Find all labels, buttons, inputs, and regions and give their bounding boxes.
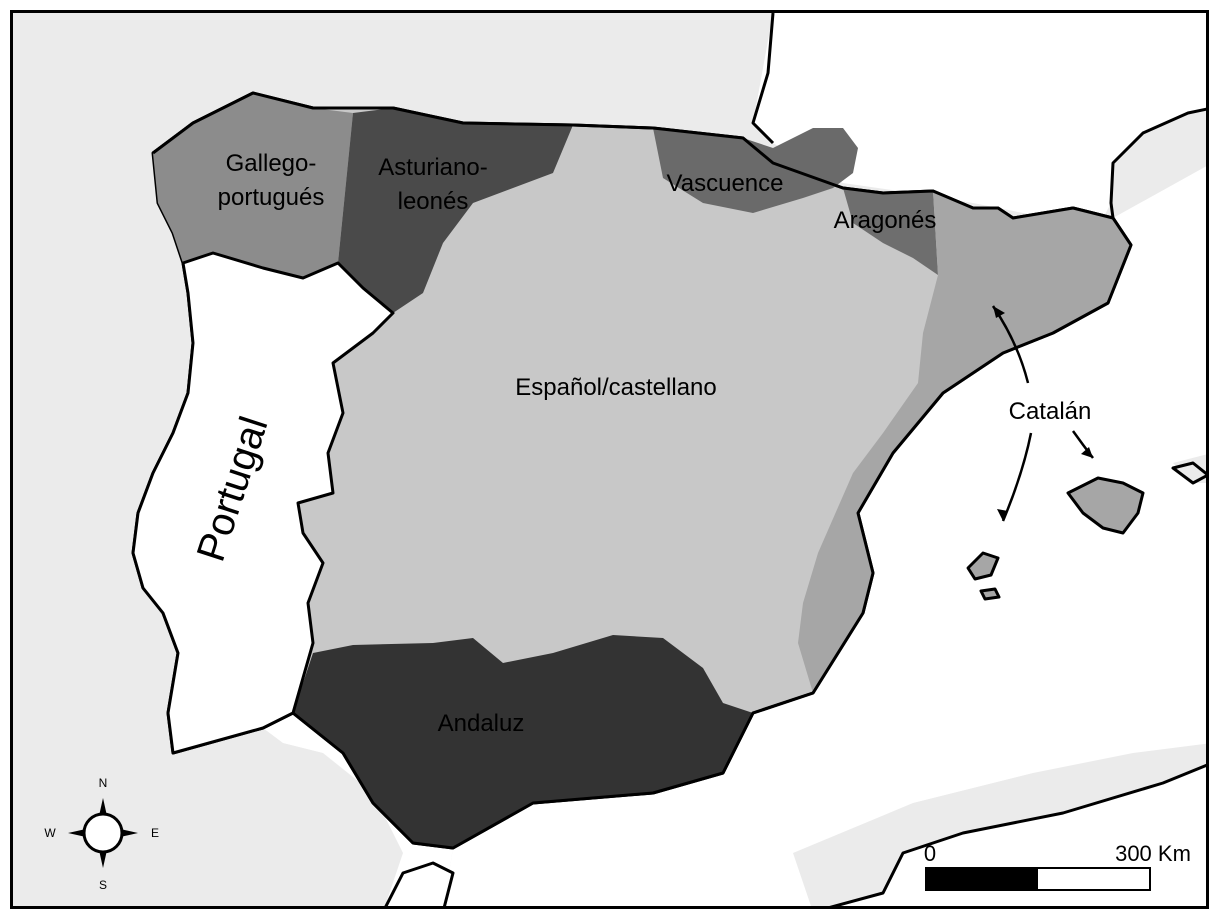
atlantic-strait (173, 713, 453, 906)
svg-text:leonés: leonés (398, 188, 469, 215)
region-asturiano (338, 108, 573, 313)
island-formentera (979, 587, 1001, 601)
label-gallego: Gallego- portugués (218, 150, 325, 211)
scale-end-label: 300 Km (1115, 841, 1191, 866)
label-aragones: Aragonés (834, 207, 937, 234)
scale-bar: 0 300 Km (924, 841, 1191, 891)
africa-coast (384, 861, 455, 906)
label-asturiano: Asturiano- leonés (378, 154, 487, 215)
label-espanol: Español/castellano (515, 374, 716, 401)
island-menorca (1171, 461, 1206, 485)
svg-text:Gallego-: Gallego- (226, 150, 317, 177)
svg-text:Asturiano-: Asturiano- (378, 154, 487, 181)
label-vascuence: Vascuence (667, 170, 784, 197)
svg-text:portugués: portugués (218, 184, 325, 211)
label-andaluz: Andaluz (438, 710, 525, 737)
compass-north: N (99, 776, 108, 790)
france-med-coast (1109, 107, 1206, 219)
catalan-arrowheads (993, 306, 1093, 521)
region-aragones (843, 188, 938, 275)
scale-start-label: 0 (924, 841, 936, 866)
compass-rose: N S E W (44, 776, 159, 892)
region-gallego (153, 93, 353, 278)
portugal (131, 251, 395, 755)
france-coast (751, 13, 775, 145)
bay-of-biscay (753, 13, 1206, 228)
map-frame: Gallego- portugués Asturiano- leonés Vas… (10, 10, 1209, 909)
iberia-language-map: Gallego- portugués Asturiano- leonés Vas… (44, 13, 1206, 906)
compass-south: S (99, 878, 107, 892)
africa-coast-east (829, 763, 1206, 906)
region-vascuence (653, 128, 858, 213)
region-catalan (798, 191, 1131, 693)
island-mallorca (1066, 476, 1145, 535)
compass-east: E (151, 826, 159, 840)
label-catalan: Catalán (1009, 398, 1092, 425)
mediterranean-sea (443, 166, 1206, 906)
coastline (152, 91, 1133, 850)
region-andaluz (293, 635, 753, 848)
compass-west: W (44, 826, 56, 840)
island-ibiza (966, 551, 1000, 581)
